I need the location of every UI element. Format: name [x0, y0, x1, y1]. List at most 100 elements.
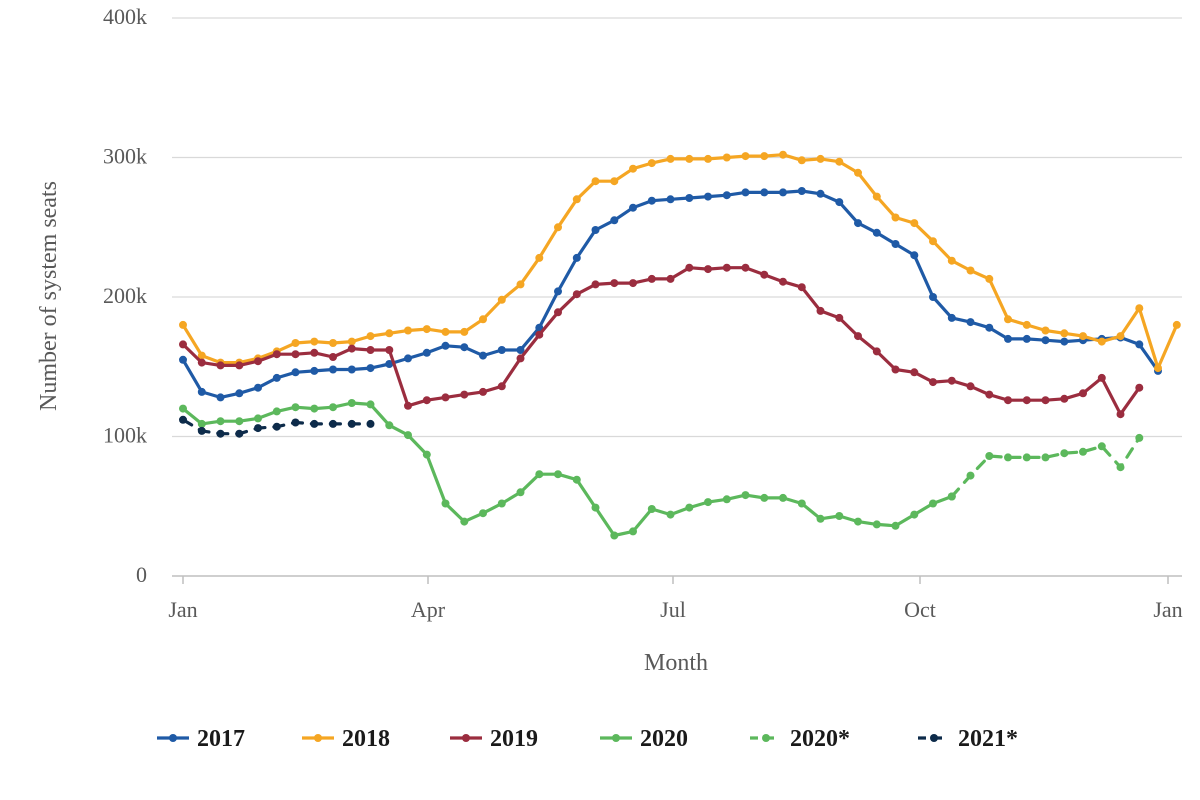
y-tick-label: 400k [103, 4, 147, 29]
data-point [272, 422, 281, 431]
data-point [760, 270, 769, 279]
data-point [1022, 320, 1031, 329]
data-point [910, 368, 919, 377]
data-point [1079, 447, 1087, 456]
legend-item-2021-star: 2021* [918, 726, 1018, 752]
legend-label: 2019 [490, 726, 538, 752]
data-point [385, 346, 394, 354]
data-point [947, 492, 956, 501]
data-point [835, 198, 844, 207]
data-point [779, 150, 787, 159]
data-point [179, 355, 187, 364]
series-2017 [179, 187, 1162, 402]
data-point [910, 510, 919, 519]
data-point [497, 382, 506, 391]
data-point [1116, 332, 1125, 341]
data-point [966, 318, 975, 327]
data-point [741, 152, 750, 161]
data-point [835, 512, 844, 520]
legend-marker [612, 734, 620, 742]
data-point [329, 419, 337, 428]
data-point [854, 168, 862, 177]
data-point [347, 365, 356, 374]
data-point [872, 520, 881, 529]
data-point [441, 393, 450, 402]
data-point [1079, 389, 1087, 398]
data-point [497, 295, 506, 304]
data-point [572, 475, 581, 484]
data-point [1022, 334, 1031, 343]
data-point [197, 387, 206, 396]
data-point [1097, 337, 1106, 346]
data-point [310, 419, 319, 428]
data-point [291, 350, 300, 359]
y-axis-title: Number of system seats [36, 181, 62, 411]
data-point [1004, 315, 1012, 324]
y-tick-label: 0 [136, 562, 147, 587]
data-point [891, 521, 900, 530]
data-point [929, 378, 937, 387]
data-point [1135, 433, 1144, 442]
data-point [666, 274, 675, 283]
data-point [329, 353, 337, 361]
x-tick-label: Jul [660, 597, 686, 622]
legend-marker [762, 734, 770, 742]
data-point [779, 188, 787, 197]
data-point [179, 340, 187, 349]
data-point [479, 351, 487, 360]
data-point [179, 404, 187, 413]
data-point [291, 418, 300, 427]
legend-item-2019: 2019 [450, 726, 538, 752]
series-2020 [179, 399, 956, 540]
legend-marker [169, 734, 177, 742]
data-point [816, 306, 825, 315]
data-point [497, 499, 506, 508]
data-point [722, 263, 731, 272]
data-point [929, 293, 937, 301]
data-point [816, 154, 825, 163]
data-point [797, 187, 806, 195]
data-point [235, 361, 244, 370]
data-point [704, 498, 712, 507]
data-point [629, 279, 637, 288]
data-point [891, 365, 900, 374]
data-point [1041, 396, 1050, 405]
data-point [947, 256, 956, 265]
data-point [179, 320, 187, 329]
data-point [666, 510, 675, 519]
data-point [366, 346, 375, 354]
data-point [854, 219, 862, 228]
data-point [460, 390, 469, 399]
data-point [1135, 304, 1144, 313]
data-point [779, 277, 787, 286]
data-point [666, 195, 675, 204]
data-point [1004, 453, 1012, 462]
data-point [1041, 453, 1050, 462]
data-point [797, 499, 806, 508]
data-point [1172, 320, 1181, 329]
y-tick-label: 300k [103, 144, 147, 169]
data-point [216, 429, 225, 438]
data-point [404, 354, 412, 363]
data-point [591, 280, 600, 289]
data-point [947, 376, 956, 385]
data-point [704, 265, 712, 274]
data-point [329, 403, 337, 412]
data-point [741, 263, 750, 272]
data-point [422, 348, 431, 357]
data-point [385, 360, 394, 368]
data-point [197, 419, 206, 428]
data-point [872, 347, 881, 356]
data-point [891, 213, 900, 222]
data-point [760, 152, 769, 161]
data-point [272, 373, 281, 382]
data-point [685, 263, 694, 272]
legend-label: 2018 [342, 726, 390, 752]
data-point [1004, 396, 1012, 405]
data-point [610, 531, 619, 540]
data-point [460, 343, 469, 352]
data-point [722, 191, 731, 200]
data-point [366, 364, 375, 373]
data-point [816, 189, 825, 198]
data-point [235, 389, 244, 398]
